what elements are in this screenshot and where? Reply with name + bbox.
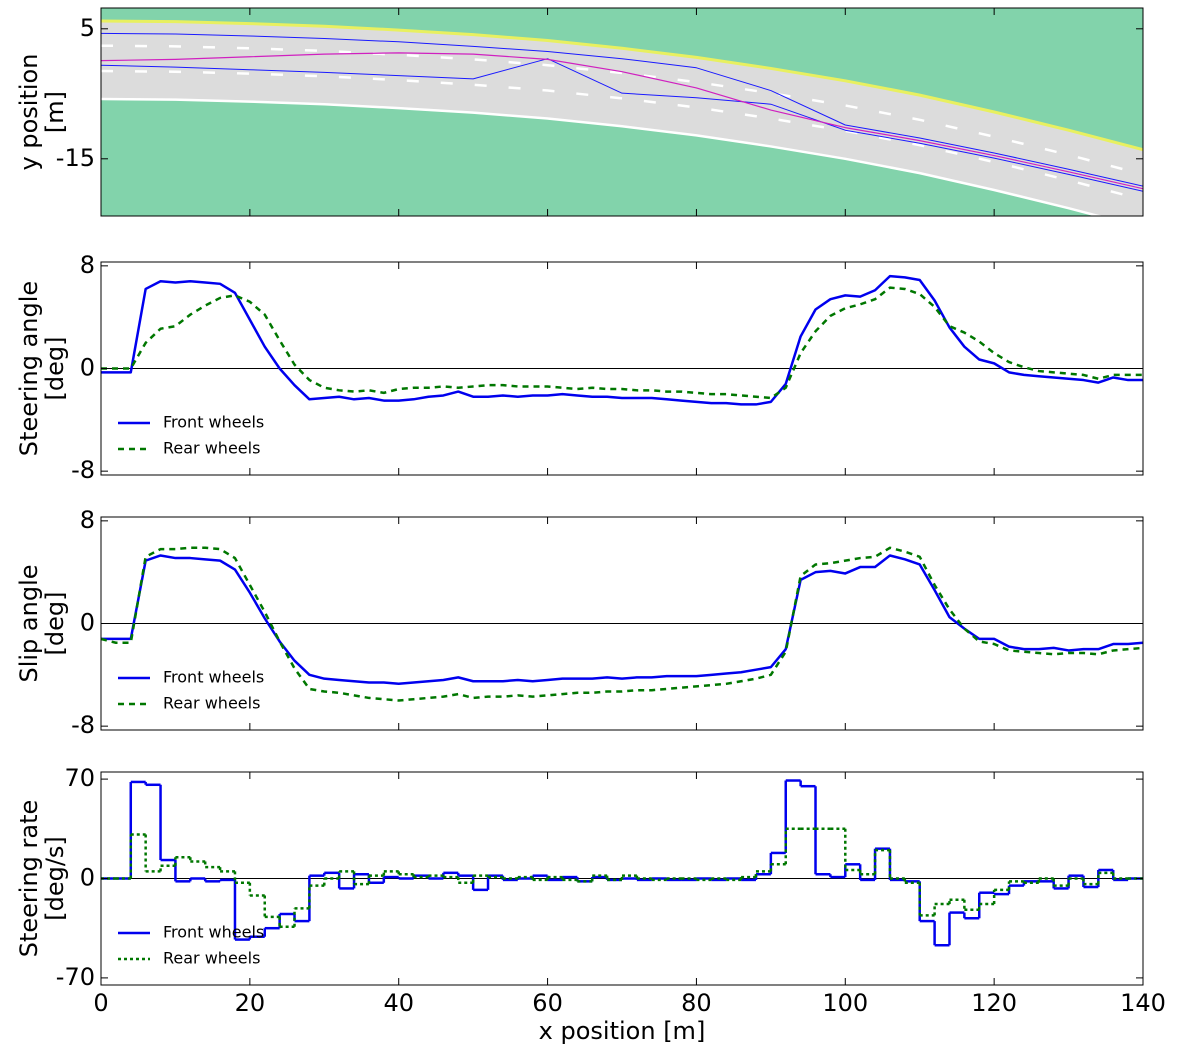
y-axis-label: [deg] [41,592,69,656]
plot-area [101,546,1143,702]
y-axis-label: [deg/s] [41,836,69,921]
legend-label: Rear wheels [163,694,260,713]
series-line [101,274,1143,406]
y-tick-label: 0 [80,864,95,892]
legend-label: Rear wheels [163,439,260,458]
y-tick-label: -8 [71,711,95,739]
series-line [101,19,1143,152]
series-line [101,97,1104,216]
plot-area [101,8,1143,216]
y-axis-label: [m] [41,91,69,133]
x-axis-label: x position [m] [539,1017,706,1045]
series-line [101,58,1143,192]
legend-label: Front wheels [163,413,264,432]
y-tick-label: 0 [80,354,95,382]
series-line [101,546,1143,702]
y-axis-label: y position [15,54,43,171]
y-tick-label: 70 [64,764,95,792]
y-tick-label: -8 [71,456,95,484]
y-tick-label: 8 [80,506,95,534]
series-line [101,52,1143,190]
x-tick-label: 100 [822,989,868,1017]
y-axis-label: [deg] [41,337,69,401]
y-tick-label: 8 [80,251,95,279]
y-tick-label: -15 [56,144,95,172]
x-tick-label: 80 [681,989,712,1017]
legend-label: Front wheels [163,923,264,942]
y-tick-label: -70 [56,963,95,991]
y-tick-label: 0 [80,609,95,637]
y-tick-label: 5 [80,14,95,42]
series-line [101,44,1143,176]
x-tick-label: 60 [532,989,563,1017]
legend-label: Rear wheels [163,949,260,968]
y-axis-label: Steering angle [15,281,43,456]
plot-area [101,274,1143,406]
y-axis-label: Steering rate [15,800,43,958]
series-line [101,286,1143,400]
series-line [101,32,1143,187]
y-axis-label: Slip angle [15,564,43,682]
x-tick-label: 140 [1120,989,1166,1017]
plot-area [101,779,1143,947]
series-line [101,554,1143,686]
x-tick-label: 0 [93,989,108,1017]
x-tick-label: 20 [235,989,266,1017]
x-tick-label: 40 [383,989,414,1017]
x-tick-label: 120 [971,989,1017,1017]
axes-frame [100,7,1144,217]
legend-label: Front wheels [163,668,264,687]
series-line [101,69,1143,201]
road [101,21,1143,216]
